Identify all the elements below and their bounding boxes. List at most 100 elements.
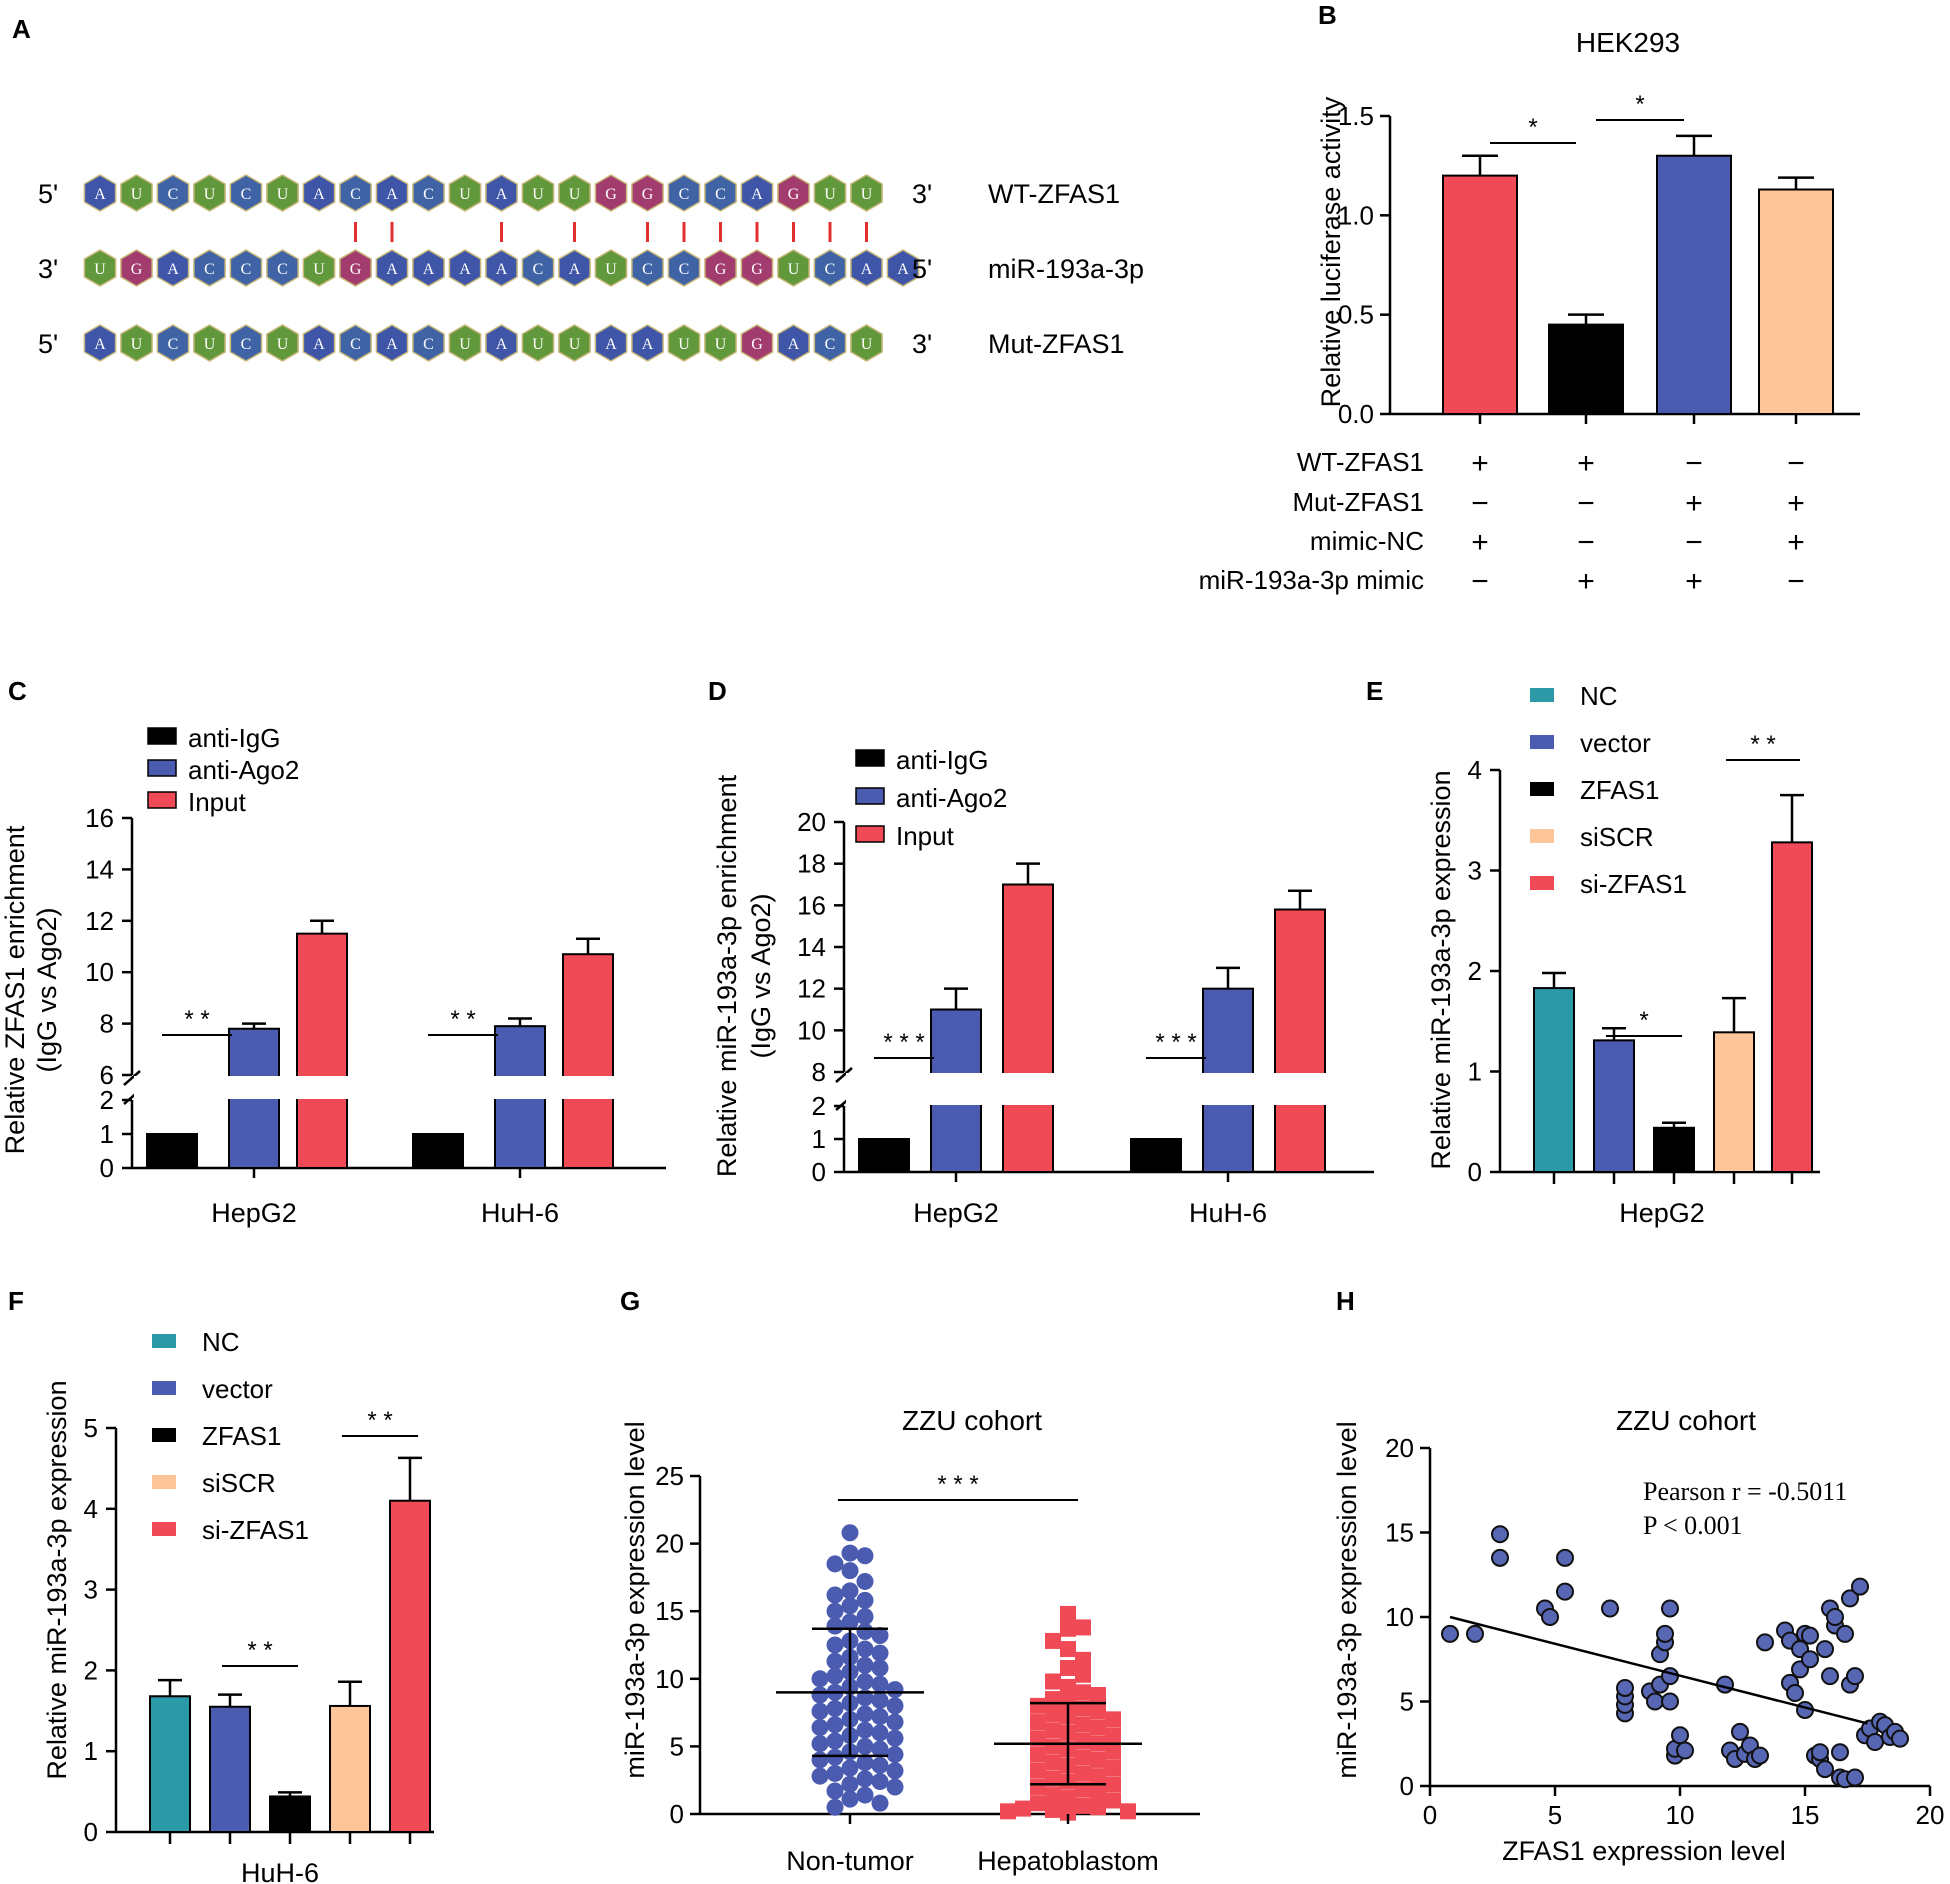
nucleotide-letter: U bbox=[204, 186, 216, 203]
data-point bbox=[1120, 1803, 1136, 1820]
panel-c-ylabel2: (IgG vs Ago2) bbox=[32, 907, 62, 1072]
legend-label: anti-IgG bbox=[896, 745, 989, 775]
nucleotide-hex bbox=[740, 174, 774, 212]
nucleotide-hex bbox=[485, 324, 518, 362]
condition-sign: − bbox=[1787, 565, 1805, 598]
nucleotide-hex bbox=[667, 174, 701, 212]
data-point bbox=[811, 1767, 829, 1785]
data-point bbox=[1801, 1650, 1819, 1669]
nucleotide-hex bbox=[631, 174, 664, 212]
data-point bbox=[1105, 1711, 1121, 1728]
nucleotide-letter: A bbox=[788, 336, 800, 353]
data-point bbox=[871, 1794, 889, 1812]
nucleotide-letter: A bbox=[605, 336, 617, 353]
nucleotide-letter: A bbox=[386, 336, 398, 353]
nucleotide-letter: G bbox=[131, 261, 143, 278]
nucleotide-hex bbox=[193, 249, 226, 287]
bar bbox=[146, 1133, 198, 1169]
data-point bbox=[1816, 1760, 1834, 1779]
y-tick-label: 5 bbox=[84, 1413, 98, 1443]
legend-swatch bbox=[1530, 782, 1554, 796]
y-tick-label: 1 bbox=[1468, 1057, 1482, 1087]
data-point bbox=[1676, 1741, 1694, 1760]
x-category-label: HuH-6 bbox=[481, 1198, 559, 1228]
significance-stars: * * * bbox=[937, 1471, 978, 1498]
data-point bbox=[1075, 1781, 1091, 1798]
data-point bbox=[886, 1746, 904, 1764]
y-tick-label: 2 bbox=[812, 1091, 826, 1121]
data-point bbox=[871, 1627, 889, 1645]
data-point bbox=[856, 1640, 874, 1658]
nucleotide-letter: G bbox=[751, 261, 763, 278]
nucleotide-letter: A bbox=[642, 336, 654, 353]
nucleotide-hex bbox=[339, 324, 372, 362]
data-point bbox=[1846, 1667, 1864, 1686]
data-point bbox=[1075, 1749, 1091, 1766]
condition-label: miR-193a-3p mimic bbox=[1199, 565, 1424, 595]
legend-swatch bbox=[855, 787, 885, 805]
data-point bbox=[1045, 1801, 1061, 1818]
data-point bbox=[1105, 1776, 1121, 1793]
data-point bbox=[1030, 1746, 1046, 1763]
regression-line bbox=[1449, 1615, 1868, 1725]
data-point bbox=[886, 1713, 904, 1731]
seq-row-1-name: miR-193a-3p bbox=[988, 254, 1144, 284]
legend-swatch bbox=[855, 825, 885, 843]
nucleotide-hex bbox=[667, 249, 701, 287]
significance-stars: * * bbox=[367, 1407, 392, 1434]
data-point bbox=[856, 1673, 874, 1691]
seq-row-2-right-end: 3' bbox=[912, 329, 932, 359]
nucleotide-letter: U bbox=[715, 336, 727, 353]
nucleotide-hex bbox=[667, 324, 701, 362]
data-point bbox=[1030, 1697, 1046, 1714]
legend-swatch bbox=[152, 1428, 176, 1442]
nucleotide-letter: A bbox=[897, 261, 909, 278]
data-point bbox=[1831, 1743, 1849, 1762]
data-point bbox=[871, 1644, 889, 1662]
nucleotide-letter: U bbox=[569, 186, 581, 203]
condition-sign: + bbox=[1787, 526, 1805, 559]
panel-b-ylabel: Relative luciferase activity bbox=[1316, 96, 1346, 407]
nucleotide-letter: G bbox=[715, 261, 727, 278]
data-point bbox=[1060, 1659, 1076, 1676]
data-point bbox=[826, 1700, 844, 1718]
y-tick-label: 10 bbox=[85, 957, 114, 987]
data-point bbox=[811, 1718, 829, 1736]
data-point bbox=[1826, 1608, 1844, 1626]
data-point bbox=[1441, 1624, 1459, 1643]
y-tick-label: 4 bbox=[1468, 755, 1482, 785]
panel-f-ylabel: Relative miR-193a-3p expression bbox=[42, 1380, 72, 1779]
legend-swatch bbox=[152, 1475, 176, 1489]
significance-stars: * bbox=[1528, 114, 1537, 141]
data-point bbox=[886, 1681, 904, 1699]
nucleotide-hex bbox=[558, 249, 591, 287]
axis-break-gap bbox=[846, 1073, 1374, 1105]
condition-sign: − bbox=[1577, 526, 1595, 559]
data-point bbox=[1656, 1624, 1674, 1643]
y-tick-label: 16 bbox=[797, 890, 826, 920]
data-point bbox=[1075, 1732, 1091, 1749]
panel-h-pearson-annotation: Pearson r = -0.5011 bbox=[1643, 1477, 1847, 1506]
data-point bbox=[871, 1773, 889, 1791]
panel-h-title: ZZU cohort bbox=[1616, 1405, 1756, 1436]
nucleotide-letter: A bbox=[167, 261, 179, 278]
seq-row-0-left-end: 5' bbox=[38, 179, 58, 209]
panel-label-g: G bbox=[620, 1286, 640, 1316]
data-point bbox=[1030, 1730, 1046, 1747]
x-tick-label: 15 bbox=[1791, 1800, 1820, 1830]
nucleotide-letter: A bbox=[496, 261, 508, 278]
data-point bbox=[1045, 1787, 1061, 1804]
nucleotide-letter: U bbox=[824, 186, 836, 203]
data-point bbox=[1491, 1525, 1509, 1544]
nucleotide-letter: U bbox=[94, 261, 106, 278]
significance-stars: * * bbox=[450, 1006, 475, 1033]
condition-sign: + bbox=[1685, 565, 1703, 598]
nucleotide-letter: A bbox=[496, 336, 508, 353]
legend-swatch bbox=[152, 1522, 176, 1536]
data-point bbox=[841, 1582, 859, 1600]
nucleotide-hex bbox=[302, 174, 336, 212]
panel-h-p-annotation: P < 0.001 bbox=[1643, 1511, 1743, 1540]
data-point bbox=[841, 1597, 859, 1615]
y-tick-label: 0.0 bbox=[1338, 399, 1374, 429]
data-point bbox=[826, 1555, 844, 1573]
